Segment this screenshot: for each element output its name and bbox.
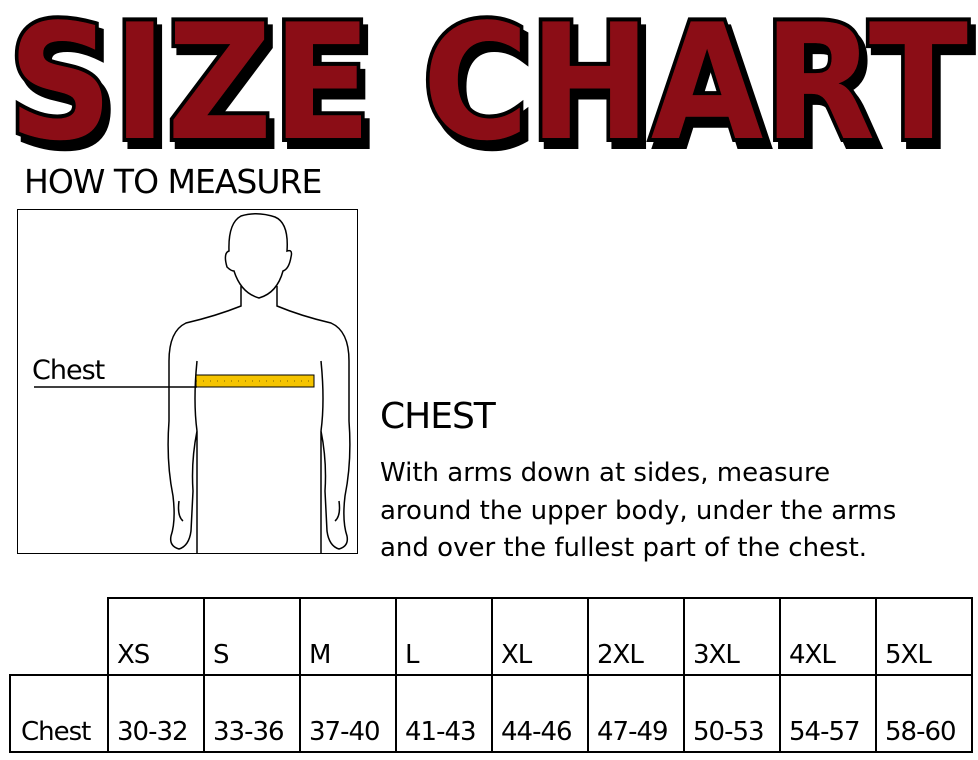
size-chart-title-logo: SIZE CHART [4, 0, 972, 152]
value-cell: 41-43 [395, 674, 493, 753]
size-header-cell: 5XL [875, 597, 973, 676]
value-cell: 30-32 [107, 674, 205, 753]
size-header-cell: L [395, 597, 493, 676]
size-header-cell: 2XL [587, 597, 685, 676]
chest-instructions: With arms down at sides, measure around … [380, 455, 978, 568]
chest-heading: CHEST [380, 396, 496, 437]
instruction-line: around the upper body, under the arms [380, 495, 897, 526]
chest-label: Chest [32, 355, 105, 386]
value-cell: 37-40 [299, 674, 397, 753]
instruction-line: and over the fullest part of the chest. [380, 533, 868, 563]
instruction-line: With arms down at sides, measure [380, 458, 831, 488]
how-to-measure-heading: HOW TO MEASURE [24, 162, 322, 201]
empty-corner-cell [10, 598, 108, 675]
size-header-cell: 4XL [779, 597, 877, 676]
value-cell: 58-60 [875, 674, 973, 753]
size-header-cell: XS [107, 597, 205, 676]
size-header-row: XS S M L XL 2XL 3XL 4XL 5XL [10, 597, 973, 676]
value-cell: 50-53 [683, 674, 781, 753]
size-header-cell: S [203, 597, 301, 676]
measure-figure: Chest [17, 209, 358, 554]
size-table: XS S M L XL 2XL 3XL 4XL 5XL Chest 30-32 … [9, 597, 973, 753]
value-cell: 54-57 [779, 674, 877, 753]
value-cell: 44-46 [491, 674, 589, 753]
body-outline-illustration [34, 213, 351, 553]
value-cell: 47-49 [587, 674, 685, 753]
value-cell: 33-36 [203, 674, 301, 753]
row-label-chest: Chest [9, 674, 109, 753]
table-row: Chest 30-32 33-36 37-40 41-43 44-46 47-4… [9, 674, 973, 753]
size-header-cell: M [299, 597, 397, 676]
title-text: SIZE CHART [8, 0, 968, 152]
size-header-cell: XL [491, 597, 589, 676]
size-header-cell: 3XL [683, 597, 781, 676]
